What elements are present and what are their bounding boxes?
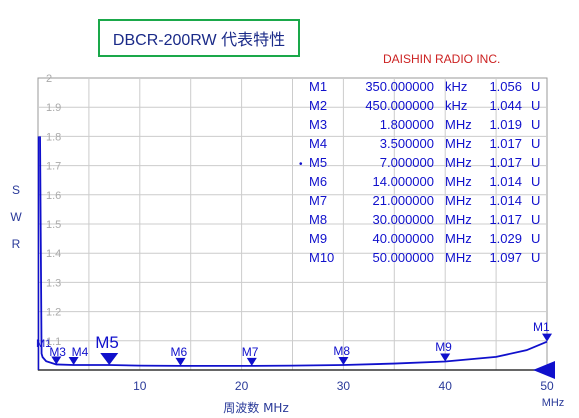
table-marker-name: M1 [309, 79, 327, 94]
table-marker-name: M6 [309, 174, 327, 189]
y-tick-label: 1.9 [46, 102, 61, 114]
table-marker-swr: 1.029 [489, 231, 522, 246]
marker-triangle [100, 353, 119, 366]
x-tick-label: 30 [337, 379, 351, 393]
table-marker-swr: 1.014 [489, 193, 522, 208]
chart-title: DBCR-200RW 代表特性 [98, 19, 300, 57]
y-tick-label: 2 [46, 73, 52, 85]
marker-triangle [338, 357, 349, 366]
table-marker-swr: 1.017 [489, 136, 522, 151]
marker-label: M7 [242, 345, 259, 359]
marker-label: M5 [95, 333, 119, 352]
marker-label: M4 [72, 345, 89, 359]
table-marker-freq: 1.800000 [380, 117, 434, 132]
table-marker-name: M4 [309, 136, 327, 151]
active-marker-dot: • [299, 159, 303, 170]
table-marker-swr-unit: U [531, 231, 540, 246]
table-marker-name: M5 [309, 155, 327, 170]
y-tick-label: 1.4 [46, 248, 61, 260]
table-marker-name: M2 [309, 98, 327, 113]
x-tick-label: 10 [133, 379, 147, 393]
table-marker-swr-unit: U [531, 174, 540, 189]
x-axis-unit: MHz [542, 397, 565, 409]
table-marker-freq: 21.000000 [373, 193, 434, 208]
table-marker-freq: 40.000000 [373, 231, 434, 246]
table-marker-name: M9 [309, 231, 327, 246]
marker-label: M1 [533, 320, 550, 334]
y-axis-label: S [12, 183, 20, 197]
y-tick-label: 1.8 [46, 131, 61, 143]
table-marker-swr: 1.014 [489, 174, 522, 189]
table-marker-swr-unit: U [531, 155, 540, 170]
marker-triangle [246, 357, 257, 366]
x-tick-label: 50 [540, 379, 554, 393]
table-marker-freq: 350.000000 [365, 79, 434, 94]
marker-label: M9 [435, 340, 452, 354]
table-marker-unit: MHz [445, 250, 472, 265]
table-marker-swr-unit: U [531, 193, 540, 208]
table-marker-swr-unit: U [531, 212, 540, 227]
table-marker-unit: kHz [445, 98, 467, 113]
table-marker-unit: MHz [445, 117, 472, 132]
brand-label: DAISHIN RADIO INC. [383, 52, 501, 66]
marker-triangle [542, 333, 552, 342]
table-marker-swr: 1.056 [489, 79, 522, 94]
marker-triangle [440, 353, 451, 362]
marker-label: M8 [333, 344, 350, 358]
table-marker-unit: MHz [445, 212, 472, 227]
marker-triangle [51, 356, 62, 365]
x-axis-label: 周波数 MHz [223, 400, 289, 415]
grid [37, 77, 548, 371]
y-tick-label: 1.6 [46, 190, 61, 202]
table-marker-swr-unit: U [531, 79, 540, 94]
table-marker-swr: 1.044 [489, 98, 522, 113]
table-marker-swr-unit: U [531, 250, 540, 265]
x-tick-label: 40 [439, 379, 453, 393]
table-marker-swr-unit: U [531, 136, 540, 151]
y-tick-label: 1.2 [46, 307, 61, 319]
end-pointer [533, 361, 555, 379]
y-tick-label: 1.3 [46, 277, 61, 289]
axis-labels: 1.1 1.2 1.3 1.4 1.5 1.6 1.7 1.8 1.9 2 10 20 30 40 50 MH… [10, 73, 564, 415]
y-tick-label: 1.5 [46, 219, 61, 231]
marker-label: M1 [36, 338, 51, 350]
table-marker-swr: 1.097 [489, 250, 522, 265]
table-marker-swr-unit: U [531, 98, 540, 113]
y-axis-label: R [12, 237, 21, 251]
marker-label: M6 [171, 345, 188, 359]
table-marker-freq: 50.000000 [373, 250, 434, 265]
marker-triangle [68, 357, 79, 366]
y-axis-label: W [10, 210, 22, 224]
table-marker-swr: 1.017 [489, 155, 522, 170]
table-marker-unit: kHz [445, 79, 467, 94]
marker-table: M1 350.000000 kHz 1.056 U M2 450.000000 kHz 1.04… [299, 79, 540, 265]
table-marker-name: M3 [309, 117, 327, 132]
table-marker-freq: 14.000000 [373, 174, 434, 189]
table-marker-unit: MHz [445, 231, 472, 246]
marker-triangle [175, 357, 186, 366]
table-marker-unit: MHz [445, 174, 472, 189]
table-marker-swr: 1.019 [489, 117, 522, 132]
table-marker-name: M8 [309, 212, 327, 227]
table-marker-name: M7 [309, 193, 327, 208]
y-tick-label: 1.7 [46, 161, 61, 173]
table-marker-name: M10 [309, 250, 334, 265]
table-marker-unit: MHz [445, 155, 472, 170]
table-marker-swr-unit: U [531, 117, 540, 132]
table-marker-unit: MHz [445, 136, 472, 151]
table-marker-freq: 7.000000 [380, 155, 434, 170]
y-tick-label: 1.1 [46, 336, 61, 348]
table-marker-freq: 3.500000 [380, 136, 434, 151]
table-marker-freq: 450.000000 [365, 98, 434, 113]
table-marker-swr: 1.017 [489, 212, 522, 227]
markers-layer: M3 M4 M5 M6 M7 M8 M9 M1 M1 [36, 320, 555, 379]
marker-label: M3 [49, 345, 66, 359]
x-tick-label: 20 [235, 379, 249, 393]
table-marker-unit: MHz [445, 193, 472, 208]
chart-title-text: DBCR-200RW 代表特性 [112, 32, 286, 49]
table-marker-freq: 30.000000 [373, 212, 434, 227]
